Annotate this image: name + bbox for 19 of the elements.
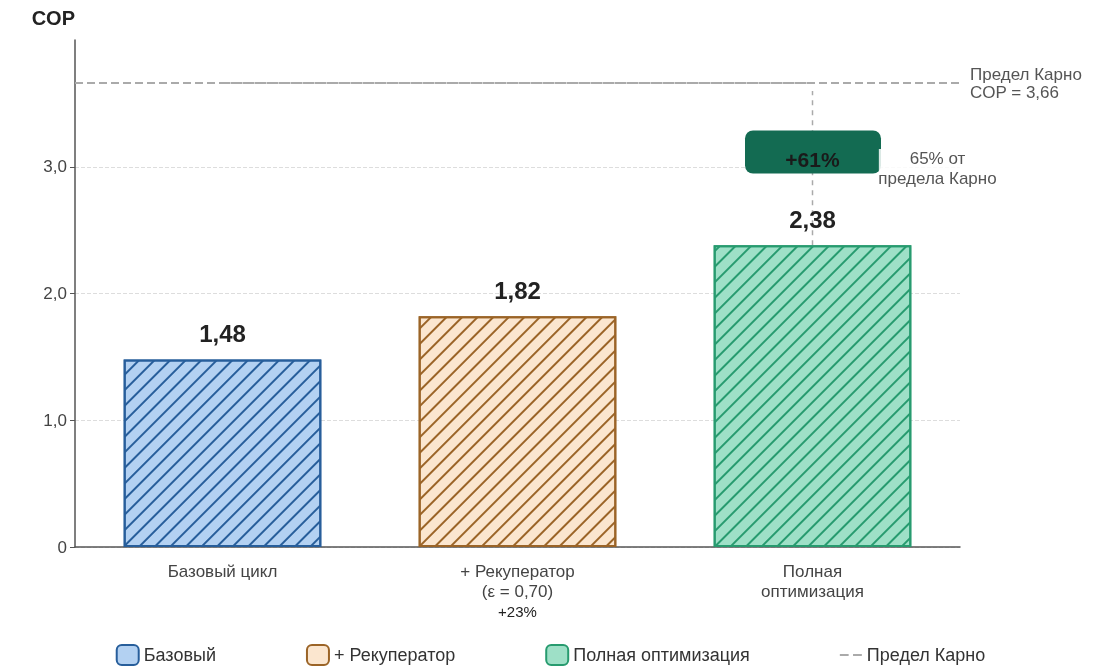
legend-label: + Рекуператор — [333, 645, 456, 665]
y-tick-label: 3,0 — [43, 157, 67, 177]
y-tick-label: 0 — [57, 537, 67, 557]
y-tick-label: 1,0 — [43, 410, 67, 430]
data-label: 1,82 — [494, 276, 541, 304]
legend-label: Полная оптимизация — [573, 645, 750, 665]
ref-line-label: Предел Карно COP = 3,66 — [970, 64, 1082, 102]
x-tick-label: + Рекуператор (ε = 0,70) — [460, 561, 575, 601]
text: +23% — [498, 602, 537, 620]
legend-label: Базовый — [143, 645, 216, 665]
data-label: 1,48 — [199, 319, 246, 347]
x-tick-label: Полная оптимизация — [761, 561, 864, 601]
annotation: +61% — [785, 148, 840, 173]
x-tick-label: Базовый цикл — [167, 561, 278, 581]
legend-label: Предел Карно — [866, 645, 986, 665]
annotation: 65% от предела Карно — [878, 149, 997, 190]
y-axis-title: COP — [31, 7, 75, 29]
data-label: 2,38 — [789, 205, 836, 233]
y-tick-label: 2,0 — [43, 284, 67, 303]
